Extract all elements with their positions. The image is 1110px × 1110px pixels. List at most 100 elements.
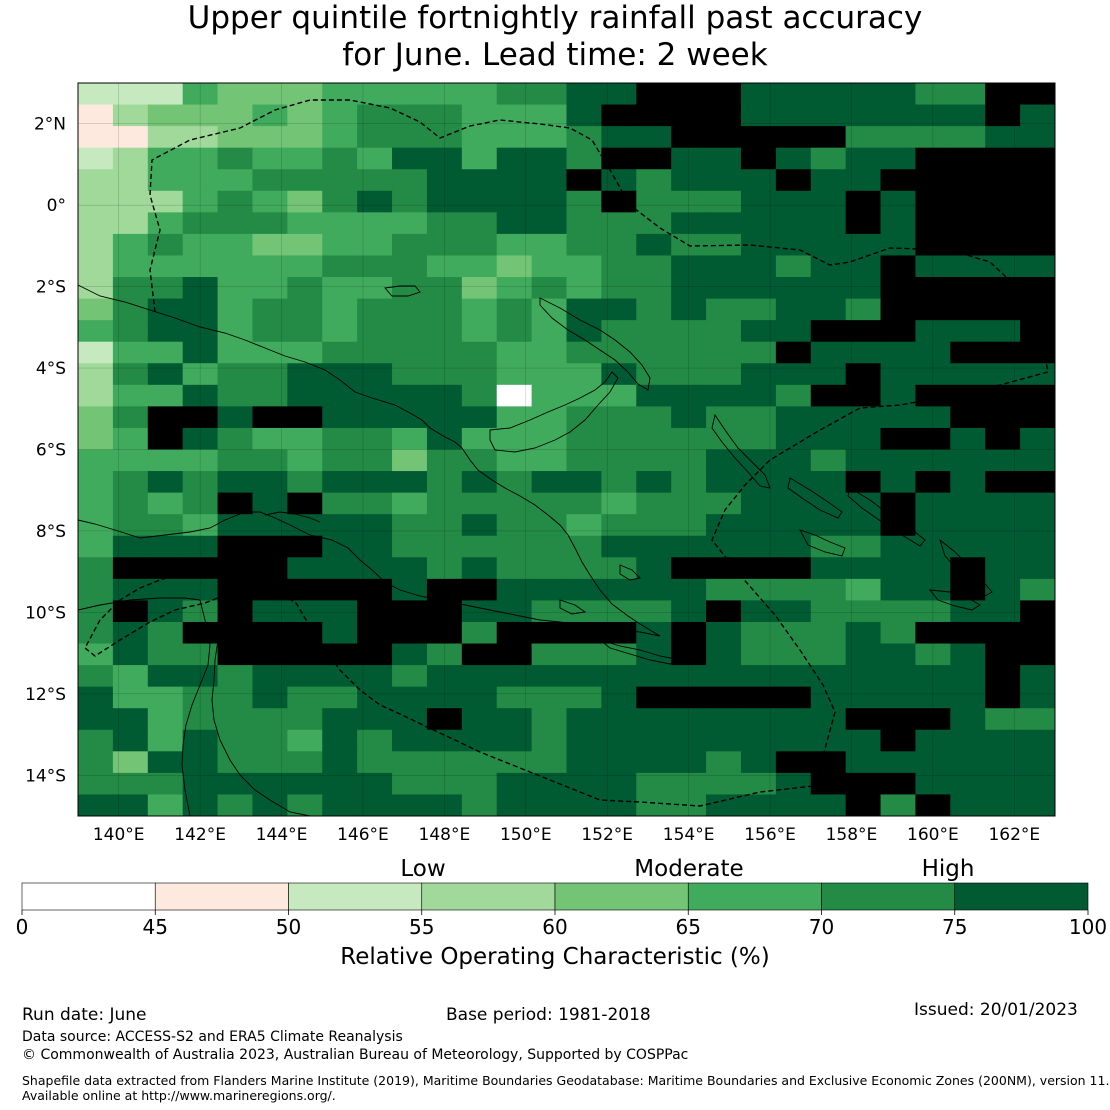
grid-cell xyxy=(775,449,812,472)
grid-cell xyxy=(671,557,707,580)
grid-cell xyxy=(531,665,568,688)
grid-cell xyxy=(845,341,882,364)
grid-cell xyxy=(566,255,602,278)
grid-cell xyxy=(496,147,533,170)
grid-cell xyxy=(566,320,602,343)
grid-cell xyxy=(426,341,463,364)
grid-cell xyxy=(531,578,568,602)
grid-cell xyxy=(810,535,847,558)
grid-cell xyxy=(810,126,847,149)
grid-cell xyxy=(182,320,219,343)
chart-title: Upper quintile fortnightly rainfall past… xyxy=(0,0,1110,74)
grid-cell xyxy=(566,449,602,472)
grid-cell xyxy=(880,341,917,364)
grid-cell xyxy=(531,406,568,429)
grid-cell xyxy=(78,255,114,278)
grid-cell xyxy=(252,406,288,429)
grid-cell xyxy=(287,665,323,688)
grid-cell xyxy=(1020,126,1055,149)
grid-cell xyxy=(706,363,742,386)
grid-cell xyxy=(740,126,777,149)
grid-cell xyxy=(182,535,219,558)
grid-cell xyxy=(810,772,847,796)
grid-cell xyxy=(252,471,288,494)
grid-cell xyxy=(182,341,219,364)
grid-cell xyxy=(601,298,637,321)
grid-cell xyxy=(496,169,533,192)
grid-cell xyxy=(950,449,986,472)
grid-cell xyxy=(147,126,184,149)
grid-cell xyxy=(78,104,114,127)
grid-cell xyxy=(740,341,777,364)
grid-cell xyxy=(461,449,498,472)
grid-cell xyxy=(147,492,184,515)
grid-cell xyxy=(531,341,568,364)
grid-cell xyxy=(531,772,568,796)
grid-cell xyxy=(287,83,323,106)
grid-cell xyxy=(775,190,812,213)
grid-cell xyxy=(985,212,1021,235)
grid-cell xyxy=(706,600,742,623)
grid-cell xyxy=(147,277,184,300)
grid-cell xyxy=(217,449,254,472)
grid-cell xyxy=(880,471,917,494)
grid-cell xyxy=(636,600,672,623)
grid-cell xyxy=(461,471,498,494)
grid-cell xyxy=(461,363,498,386)
grid-cell xyxy=(287,643,323,666)
grid-cell xyxy=(566,190,602,213)
grid-cell xyxy=(880,492,917,515)
grid-cell xyxy=(461,665,498,688)
grid-cell xyxy=(775,363,812,386)
grid-cell xyxy=(496,557,533,580)
grid-cell xyxy=(287,190,323,213)
grid-cell xyxy=(775,169,812,192)
grid-cell xyxy=(671,729,707,752)
grid-cell xyxy=(985,621,1021,645)
grid-cell xyxy=(426,794,463,816)
grid-cell xyxy=(566,104,602,127)
grid-cell xyxy=(671,126,707,149)
grid-cell xyxy=(147,557,184,580)
grid-cell xyxy=(636,255,672,278)
grid-cell xyxy=(322,147,358,170)
grid-cell xyxy=(845,384,882,407)
grid-cell xyxy=(357,406,393,429)
grid-cell xyxy=(915,320,951,343)
grid-cell xyxy=(706,341,742,364)
grid-cell xyxy=(636,751,672,774)
latitude-tick-label: 2°N xyxy=(34,115,66,135)
grid-cell xyxy=(845,427,882,451)
grid-cell xyxy=(461,298,498,321)
grid-cell xyxy=(357,557,393,580)
grid-cell xyxy=(287,471,323,494)
grid-cell xyxy=(147,320,184,343)
grid-cell xyxy=(775,514,812,537)
grid-cell xyxy=(950,427,986,451)
grid-cell xyxy=(78,363,114,386)
grid-cell xyxy=(740,535,777,558)
grid-cell xyxy=(217,794,254,816)
grid-cell xyxy=(182,665,219,688)
colorbar-segment xyxy=(687,882,822,911)
grid-cell xyxy=(496,578,533,602)
grid-cell xyxy=(112,514,149,537)
grid-cell xyxy=(252,126,288,149)
grid-cell xyxy=(775,600,812,623)
grid-cell xyxy=(880,255,917,278)
grid-cell xyxy=(636,190,672,213)
grid-cell xyxy=(78,449,114,472)
grid-cell xyxy=(775,794,812,816)
grid-cell xyxy=(706,492,742,515)
grid-cell xyxy=(740,708,777,731)
grid-cell xyxy=(775,686,812,709)
grid-cell xyxy=(845,126,882,149)
grid-cell xyxy=(880,147,917,170)
grid-cell xyxy=(217,298,254,321)
grid-cell xyxy=(566,406,602,429)
grid-cell xyxy=(636,557,672,580)
grid-cell xyxy=(182,643,219,666)
grid-cell xyxy=(496,600,533,623)
grid-cell xyxy=(392,427,428,451)
